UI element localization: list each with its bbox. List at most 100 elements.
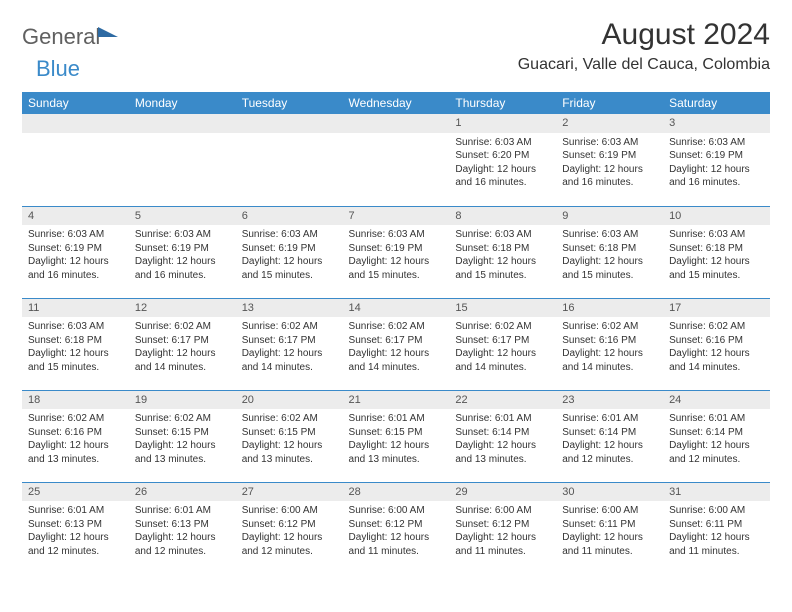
- day-number: 16: [556, 299, 663, 318]
- sunset-text: Sunset: 6:17 PM: [349, 334, 444, 348]
- calendar-day-cell: 3Sunrise: 6:03 AMSunset: 6:19 PMDaylight…: [663, 114, 770, 206]
- month-title: August 2024: [518, 18, 770, 52]
- sunset-text: Sunset: 6:11 PM: [562, 518, 657, 532]
- weekday-header: Saturday: [663, 92, 770, 114]
- daylight-text-1: Daylight: 12 hours: [242, 531, 337, 545]
- day-details: Sunrise: 6:03 AMSunset: 6:19 PMDaylight:…: [129, 225, 236, 286]
- day-number: 25: [22, 483, 129, 502]
- daylight-text-1: Daylight: 12 hours: [135, 531, 230, 545]
- calendar-day-cell: 7Sunrise: 6:03 AMSunset: 6:19 PMDaylight…: [343, 206, 450, 298]
- day-number: 11: [22, 299, 129, 318]
- day-number: 22: [449, 391, 556, 410]
- sunrise-text: Sunrise: 6:03 AM: [349, 228, 444, 242]
- daylight-text-1: Daylight: 12 hours: [242, 439, 337, 453]
- sunrise-text: Sunrise: 6:00 AM: [242, 504, 337, 518]
- day-details: Sunrise: 6:00 AMSunset: 6:12 PMDaylight:…: [343, 501, 450, 562]
- calendar-day-cell: 11Sunrise: 6:03 AMSunset: 6:18 PMDayligh…: [22, 298, 129, 390]
- day-number: 3: [663, 114, 770, 133]
- calendar-day-cell: 15Sunrise: 6:02 AMSunset: 6:17 PMDayligh…: [449, 298, 556, 390]
- weekday-header: Wednesday: [343, 92, 450, 114]
- day-details: Sunrise: 6:00 AMSunset: 6:12 PMDaylight:…: [236, 501, 343, 562]
- sunrise-text: Sunrise: 6:02 AM: [669, 320, 764, 334]
- sunrise-text: Sunrise: 6:01 AM: [135, 504, 230, 518]
- calendar-day-cell: 25Sunrise: 6:01 AMSunset: 6:13 PMDayligh…: [22, 482, 129, 574]
- daylight-text-2: and 15 minutes.: [455, 269, 550, 283]
- day-details: Sunrise: 6:01 AMSunset: 6:13 PMDaylight:…: [129, 501, 236, 562]
- daylight-text-2: and 16 minutes.: [562, 176, 657, 190]
- day-number: 8: [449, 207, 556, 226]
- calendar-week-row: 11Sunrise: 6:03 AMSunset: 6:18 PMDayligh…: [22, 298, 770, 390]
- daylight-text-1: Daylight: 12 hours: [669, 531, 764, 545]
- day-details: Sunrise: 6:02 AMSunset: 6:17 PMDaylight:…: [236, 317, 343, 378]
- sunrise-text: Sunrise: 6:00 AM: [562, 504, 657, 518]
- day-number: [129, 114, 236, 133]
- day-number: 30: [556, 483, 663, 502]
- daylight-text-2: and 16 minutes.: [28, 269, 123, 283]
- day-number: 2: [556, 114, 663, 133]
- calendar-body: 1Sunrise: 6:03 AMSunset: 6:20 PMDaylight…: [22, 114, 770, 574]
- daylight-text-2: and 12 minutes.: [28, 545, 123, 559]
- day-number: 14: [343, 299, 450, 318]
- day-number: 15: [449, 299, 556, 318]
- day-number: 29: [449, 483, 556, 502]
- weekday-header: Tuesday: [236, 92, 343, 114]
- daylight-text-2: and 15 minutes.: [562, 269, 657, 283]
- daylight-text-1: Daylight: 12 hours: [455, 163, 550, 177]
- day-details: Sunrise: 6:03 AMSunset: 6:20 PMDaylight:…: [449, 133, 556, 194]
- day-number: 21: [343, 391, 450, 410]
- day-details: Sunrise: 6:03 AMSunset: 6:19 PMDaylight:…: [556, 133, 663, 194]
- daylight-text-1: Daylight: 12 hours: [562, 255, 657, 269]
- day-number: 18: [22, 391, 129, 410]
- calendar-day-cell: 12Sunrise: 6:02 AMSunset: 6:17 PMDayligh…: [129, 298, 236, 390]
- calendar-day-cell: 28Sunrise: 6:00 AMSunset: 6:12 PMDayligh…: [343, 482, 450, 574]
- sunset-text: Sunset: 6:19 PM: [669, 149, 764, 163]
- daylight-text-2: and 11 minutes.: [562, 545, 657, 559]
- sunrise-text: Sunrise: 6:03 AM: [562, 228, 657, 242]
- sunrise-text: Sunrise: 6:03 AM: [28, 228, 123, 242]
- daylight-text-1: Daylight: 12 hours: [455, 439, 550, 453]
- daylight-text-2: and 11 minutes.: [455, 545, 550, 559]
- daylight-text-2: and 16 minutes.: [669, 176, 764, 190]
- day-details: Sunrise: 6:03 AMSunset: 6:19 PMDaylight:…: [22, 225, 129, 286]
- daylight-text-2: and 14 minutes.: [349, 361, 444, 375]
- day-details: Sunrise: 6:02 AMSunset: 6:16 PMDaylight:…: [556, 317, 663, 378]
- day-details: Sunrise: 6:02 AMSunset: 6:17 PMDaylight:…: [129, 317, 236, 378]
- day-number: 13: [236, 299, 343, 318]
- sunrise-text: Sunrise: 6:03 AM: [455, 228, 550, 242]
- daylight-text-2: and 14 minutes.: [135, 361, 230, 375]
- day-number: 19: [129, 391, 236, 410]
- day-number: 23: [556, 391, 663, 410]
- sunset-text: Sunset: 6:16 PM: [28, 426, 123, 440]
- daylight-text-2: and 11 minutes.: [669, 545, 764, 559]
- sunrise-text: Sunrise: 6:02 AM: [135, 320, 230, 334]
- sunset-text: Sunset: 6:18 PM: [669, 242, 764, 256]
- sunrise-text: Sunrise: 6:02 AM: [455, 320, 550, 334]
- daylight-text-2: and 11 minutes.: [349, 545, 444, 559]
- daylight-text-2: and 14 minutes.: [455, 361, 550, 375]
- sunset-text: Sunset: 6:12 PM: [242, 518, 337, 532]
- calendar-day-cell: 23Sunrise: 6:01 AMSunset: 6:14 PMDayligh…: [556, 390, 663, 482]
- sunset-text: Sunset: 6:18 PM: [562, 242, 657, 256]
- sunrise-text: Sunrise: 6:01 AM: [349, 412, 444, 426]
- day-details: Sunrise: 6:02 AMSunset: 6:16 PMDaylight:…: [22, 409, 129, 470]
- day-details: Sunrise: 6:02 AMSunset: 6:15 PMDaylight:…: [236, 409, 343, 470]
- day-details: Sunrise: 6:01 AMSunset: 6:14 PMDaylight:…: [449, 409, 556, 470]
- calendar-day-cell: 24Sunrise: 6:01 AMSunset: 6:14 PMDayligh…: [663, 390, 770, 482]
- sunset-text: Sunset: 6:17 PM: [242, 334, 337, 348]
- weekday-header: Monday: [129, 92, 236, 114]
- daylight-text-1: Daylight: 12 hours: [349, 439, 444, 453]
- calendar-day-cell: [22, 114, 129, 206]
- calendar-week-row: 25Sunrise: 6:01 AMSunset: 6:13 PMDayligh…: [22, 482, 770, 574]
- day-details: Sunrise: 6:03 AMSunset: 6:18 PMDaylight:…: [556, 225, 663, 286]
- brand-part1: General: [22, 24, 100, 50]
- daylight-text-2: and 15 minutes.: [349, 269, 444, 283]
- day-number: 5: [129, 207, 236, 226]
- sunset-text: Sunset: 6:19 PM: [135, 242, 230, 256]
- daylight-text-1: Daylight: 12 hours: [669, 347, 764, 361]
- calendar-day-cell: 14Sunrise: 6:02 AMSunset: 6:17 PMDayligh…: [343, 298, 450, 390]
- day-details: Sunrise: 6:01 AMSunset: 6:15 PMDaylight:…: [343, 409, 450, 470]
- day-details: Sunrise: 6:01 AMSunset: 6:14 PMDaylight:…: [663, 409, 770, 470]
- calendar-day-cell: 29Sunrise: 6:00 AMSunset: 6:12 PMDayligh…: [449, 482, 556, 574]
- daylight-text-1: Daylight: 12 hours: [28, 347, 123, 361]
- calendar-day-cell: 20Sunrise: 6:02 AMSunset: 6:15 PMDayligh…: [236, 390, 343, 482]
